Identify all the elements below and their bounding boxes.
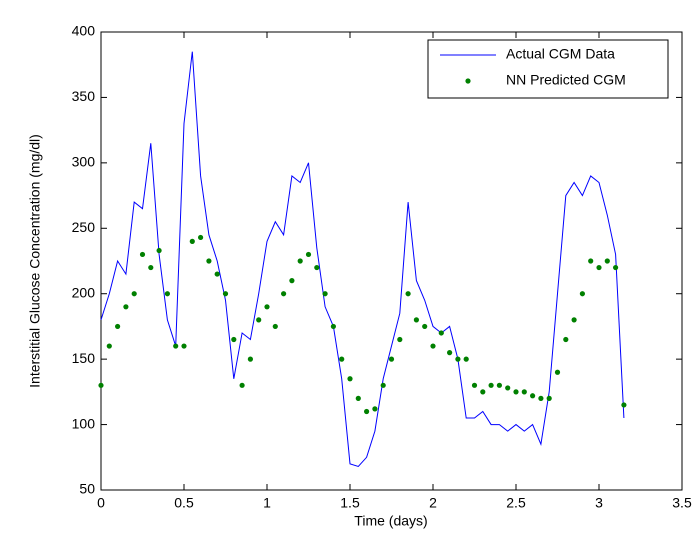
x-tick-label: 0.5: [174, 495, 194, 511]
data-point: [413, 317, 419, 323]
data-point: [397, 336, 403, 343]
data-point: [372, 406, 378, 412]
data-line: [100, 51, 625, 468]
data-point: [488, 382, 494, 388]
data-point: [546, 395, 552, 401]
x-tick-label: 3: [595, 495, 603, 511]
data-point: [521, 389, 527, 395]
data-point: [247, 356, 253, 362]
data-point: [314, 264, 320, 271]
data-point: [156, 247, 162, 254]
data-point: [148, 264, 154, 271]
data-point: [621, 402, 627, 408]
data-point: [214, 271, 220, 277]
x-tick-label: 2.5: [506, 495, 526, 511]
data-point: [613, 264, 619, 271]
x-tick-label: 2: [429, 495, 437, 511]
data-point: [430, 343, 436, 349]
data-point: [438, 330, 444, 336]
data-point: [422, 323, 428, 330]
legend-label: NN Predicted CGM: [506, 72, 626, 88]
data-point: [347, 376, 353, 382]
data-point: [355, 395, 361, 401]
data-point: [588, 258, 594, 264]
data-point: [455, 356, 461, 362]
data-point: [181, 343, 187, 349]
data-point: [272, 323, 278, 330]
data-point: [123, 304, 129, 310]
data-point: [339, 356, 345, 362]
data-point: [596, 264, 602, 271]
data-point: [189, 238, 195, 244]
y-axis-label: Interstitial Glucose Concentration (mg/d…: [27, 134, 43, 388]
y-tick-label: 250: [72, 219, 96, 235]
data-point: [480, 389, 486, 395]
data-point: [471, 382, 478, 388]
data-point: [98, 382, 104, 388]
data-point: [496, 382, 502, 388]
data-point: [264, 304, 270, 310]
data-point: [505, 385, 511, 391]
data-point: [364, 408, 370, 415]
data-point: [106, 343, 112, 349]
data-point: [297, 258, 303, 264]
data-point: [139, 251, 146, 258]
data-point: [198, 234, 204, 241]
x-axis-label: Time (days): [354, 513, 427, 529]
data-point: [405, 291, 411, 297]
data-point: [447, 350, 453, 356]
legend-box: [427, 39, 669, 99]
data-point: [579, 291, 586, 297]
x-tick-label: 3.5: [672, 495, 692, 511]
data-point: [322, 291, 328, 297]
data-point: [222, 291, 229, 297]
data-point: [289, 278, 295, 284]
y-tick-label: 400: [72, 23, 96, 39]
x-tick-label: 1.5: [340, 495, 360, 511]
data-point: [571, 317, 577, 323]
data-point: [380, 382, 386, 388]
data-point: [513, 389, 519, 395]
data-point: [239, 382, 245, 388]
data-point: [563, 336, 569, 343]
y-tick-label: 200: [72, 284, 96, 300]
data-point: [388, 356, 395, 362]
plot-frame: [100, 31, 683, 491]
data-point: [231, 336, 237, 343]
x-tick-label: 1: [263, 495, 271, 511]
legend-label: Actual CGM Data: [506, 46, 615, 62]
data-point: [604, 258, 610, 264]
data-point: [554, 369, 561, 375]
y-tick-label: 150: [72, 350, 96, 366]
x-tick-label: 0: [97, 495, 105, 511]
legend-symbol: [465, 78, 471, 84]
data-point: [173, 343, 179, 349]
y-tick-label: 50: [79, 481, 95, 497]
data-point: [115, 323, 121, 330]
y-tick-label: 350: [72, 88, 96, 104]
data-point: [206, 258, 212, 264]
y-tick-label: 300: [72, 154, 96, 170]
data-point: [530, 393, 536, 399]
data-point: [281, 291, 287, 297]
y-tick-label: 100: [72, 415, 96, 431]
data-point: [463, 356, 469, 362]
data-point: [538, 395, 544, 401]
data-point: [330, 323, 336, 330]
data-point: [256, 317, 262, 323]
data-point: [164, 291, 170, 297]
data-point: [305, 251, 312, 258]
data-point: [131, 291, 137, 297]
